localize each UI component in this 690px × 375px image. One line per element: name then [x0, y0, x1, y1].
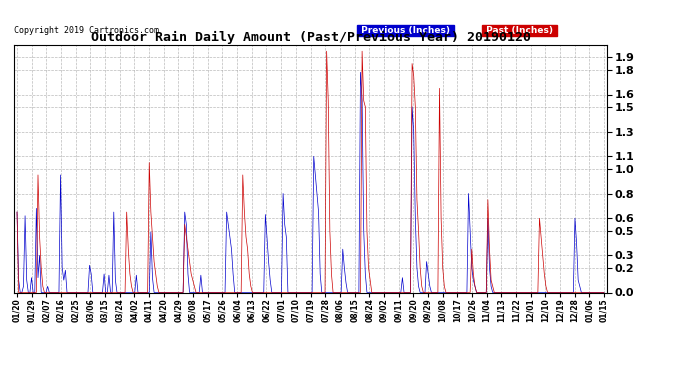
Title: Outdoor Rain Daily Amount (Past/Previous Year) 20190120: Outdoor Rain Daily Amount (Past/Previous… — [90, 31, 531, 44]
Text: Past (Inches): Past (Inches) — [482, 26, 555, 35]
Text: Copyright 2019 Cartronics.com: Copyright 2019 Cartronics.com — [14, 26, 159, 35]
Text: Previous (Inches): Previous (Inches) — [358, 26, 453, 35]
